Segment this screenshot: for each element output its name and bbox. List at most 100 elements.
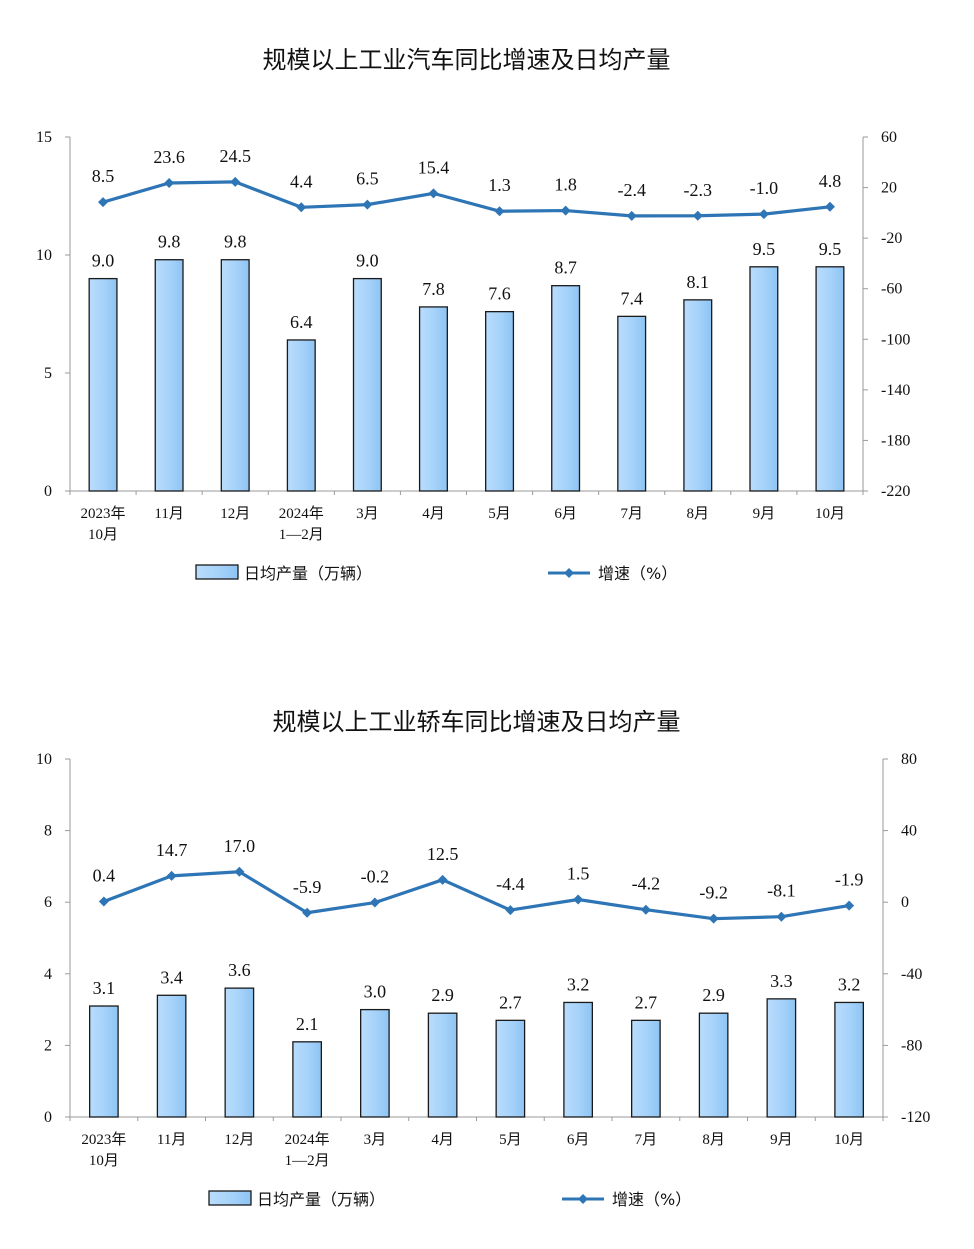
bar bbox=[418, 306, 448, 492]
left-tick-label: 6 bbox=[44, 894, 52, 911]
growth-value-label: -8.1 bbox=[767, 881, 796, 901]
left-tick-label: 15 bbox=[36, 129, 52, 146]
growth-point bbox=[164, 178, 175, 189]
bar bbox=[220, 259, 250, 492]
bar bbox=[766, 998, 797, 1118]
growth-value-label: 6.5 bbox=[356, 169, 379, 189]
growth-value-label: -4.4 bbox=[496, 874, 525, 894]
bar-value-label: 3.4 bbox=[160, 967, 183, 987]
bar-value-label: 2.9 bbox=[431, 985, 454, 1005]
bar bbox=[698, 1012, 729, 1118]
growth-point bbox=[98, 896, 109, 907]
bar-value-label: 9.0 bbox=[356, 251, 379, 271]
legend-bar-label: 日均产量（万辆） bbox=[257, 1190, 385, 1209]
growth-point bbox=[369, 897, 380, 908]
growth-value-label: 1.8 bbox=[554, 175, 577, 195]
growth-value-label: -1.9 bbox=[835, 870, 864, 890]
bar-value-label: 9.5 bbox=[819, 239, 842, 259]
category-label: 2023年 bbox=[81, 1131, 126, 1148]
auto-production-chart: 规模以上工业汽车同比增速及日均产量 0 5 10 15 60 20 -20 -60 -100 -14… bbox=[36, 46, 910, 583]
right-tick-label: -180 bbox=[881, 432, 910, 449]
bar bbox=[154, 259, 184, 492]
growth-value-label: 14.7 bbox=[156, 840, 188, 860]
growth-point bbox=[98, 197, 109, 208]
growth-value-label: 17.0 bbox=[224, 836, 256, 856]
category-label: 8月 bbox=[702, 1132, 725, 1148]
right-tick-label: -40 bbox=[901, 966, 922, 983]
bar bbox=[286, 339, 316, 492]
right-tick-label: 60 bbox=[881, 129, 897, 146]
category-label: 7月 bbox=[620, 506, 643, 522]
left-tick-label: 10 bbox=[36, 247, 52, 264]
right-tick-label: -220 bbox=[881, 483, 910, 500]
bar bbox=[224, 987, 255, 1118]
category-label: 11月 bbox=[157, 1132, 186, 1148]
bar-value-label: 3.2 bbox=[838, 974, 861, 994]
sedan-production-chart: 规模以上工业轿车同比增速及日均产量 0 2 4 6 8 10 80 40 0 -40 -80 -120 3… bbox=[36, 708, 930, 1209]
growth-value-label: 24.5 bbox=[219, 146, 251, 166]
bar bbox=[352, 277, 382, 492]
growth-point bbox=[640, 904, 651, 915]
growth-value-label: 4.8 bbox=[819, 171, 842, 191]
category-label: 8月 bbox=[687, 506, 710, 522]
growth-value-label: 4.4 bbox=[290, 171, 313, 191]
right-tick-label: 80 bbox=[901, 751, 917, 768]
growth-value-label: 1.5 bbox=[567, 864, 590, 884]
growth-point bbox=[302, 907, 313, 918]
right-tick-label: -100 bbox=[881, 331, 910, 348]
category-label: 7月 bbox=[635, 1132, 658, 1148]
growth-value-label: 0.4 bbox=[93, 865, 116, 885]
growth-point bbox=[494, 206, 505, 217]
growth-point bbox=[776, 911, 787, 922]
bar-value-label: 3.2 bbox=[567, 974, 590, 994]
category-label: 2023年 bbox=[81, 505, 126, 522]
bar-value-label: 3.6 bbox=[228, 960, 251, 980]
growth-point bbox=[626, 210, 637, 221]
bar bbox=[88, 277, 118, 492]
growth-point bbox=[296, 202, 307, 213]
bar bbox=[292, 1041, 323, 1118]
growth-point bbox=[234, 866, 245, 877]
category-label: 5月 bbox=[488, 506, 511, 522]
growth-value-label: 8.5 bbox=[92, 166, 115, 186]
category-label: 2024年 bbox=[279, 505, 324, 522]
bar-value-label: 9.8 bbox=[158, 232, 181, 252]
right-tick-label: -60 bbox=[881, 281, 902, 298]
growth-point bbox=[692, 210, 703, 221]
left-tick-label: 10 bbox=[36, 751, 52, 768]
legend-line-marker bbox=[578, 1194, 588, 1204]
growth-point bbox=[573, 894, 584, 905]
growth-point bbox=[844, 900, 855, 911]
category-label: 4月 bbox=[422, 506, 445, 522]
left-tick-label: 0 bbox=[44, 1109, 52, 1126]
left-tick-label: 2 bbox=[44, 1037, 52, 1054]
bar bbox=[485, 310, 515, 492]
category-label: 12月 bbox=[224, 1132, 254, 1148]
category-label: 11月 bbox=[154, 506, 183, 522]
category-label: 2024年 bbox=[285, 1131, 330, 1148]
category-label: 3月 bbox=[364, 1132, 387, 1148]
category-label: 1—2月 bbox=[279, 527, 324, 543]
bar bbox=[495, 1019, 526, 1118]
bar-value-label: 9.0 bbox=[92, 251, 115, 271]
growth-value-label: 23.6 bbox=[153, 147, 185, 167]
right-tick-label: -140 bbox=[881, 382, 910, 399]
bar bbox=[617, 315, 647, 492]
growth-point bbox=[428, 188, 439, 199]
growth-point bbox=[230, 176, 241, 187]
growth-point bbox=[758, 209, 769, 220]
growth-value-label: -5.9 bbox=[293, 877, 322, 897]
bar-value-label: 3.0 bbox=[364, 982, 387, 1002]
category-label: 10月 bbox=[815, 506, 845, 522]
bar bbox=[427, 1012, 458, 1118]
chart-title: 规模以上工业轿车同比增速及日均产量 bbox=[273, 708, 681, 736]
bar-value-label: 7.8 bbox=[422, 279, 445, 299]
bar-value-label: 9.5 bbox=[753, 239, 776, 259]
bar-value-label: 6.4 bbox=[290, 312, 313, 332]
category-label: 5月 bbox=[499, 1132, 522, 1148]
growth-line bbox=[102, 180, 831, 218]
category-label: 6月 bbox=[554, 506, 577, 522]
growth-value-label: -4.2 bbox=[632, 874, 661, 894]
bar bbox=[359, 1008, 390, 1118]
